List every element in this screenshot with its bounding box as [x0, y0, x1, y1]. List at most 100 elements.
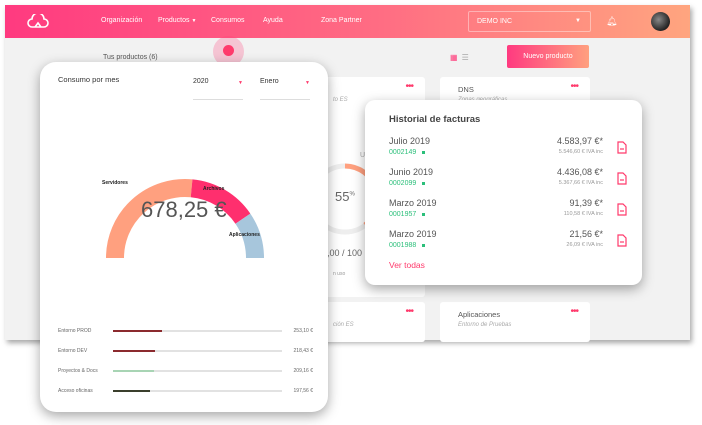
nav-organizacion[interactable]: Organización	[101, 17, 143, 24]
row-name: Acceso oficinas	[58, 388, 93, 394]
view-toggle: ▦ ☰	[450, 53, 469, 62]
gauge-label-servidores: Servidores	[102, 180, 128, 186]
gauge-segment	[235, 213, 264, 259]
progress-fill	[113, 370, 154, 372]
usage-label: U	[360, 152, 366, 159]
consumption-card: Consumo por mes 2020 ▼ Enero ▼ 678,25 € Se…	[40, 62, 328, 412]
consumption-row: Entorno DEV 218,43 €	[58, 348, 313, 358]
invoice-history-title: Historial de facturas	[389, 114, 481, 125]
gauge-segment	[106, 179, 193, 259]
usage-text: ,00 / 100	[327, 248, 363, 258]
organization-select[interactable]: DEMO INC ▼	[468, 11, 591, 32]
consumption-title: Consumo por mes	[58, 75, 120, 84]
invoice-amount: 4.436,08 €*	[556, 167, 603, 177]
new-product-button[interactable]: Nuevo producto	[507, 45, 589, 68]
caret-down-icon: ▼	[305, 80, 310, 86]
consumption-gauge	[106, 179, 264, 259]
year-value: 2020	[193, 78, 209, 85]
month-value: Enero	[260, 78, 279, 85]
in-use-label: n uso	[333, 271, 346, 277]
invoice-amount: 21,56 €*	[569, 229, 603, 239]
row-value: 218,43 €	[293, 348, 313, 354]
invoice-month: Marzo 2019	[389, 229, 437, 239]
consumption-row: Acceso oficinas 197,56 €	[58, 388, 313, 398]
row-name: Proyectos & Docs	[58, 368, 98, 374]
invoice-iva: 5.546,60 € IVA inc	[558, 149, 603, 155]
year-select[interactable]: 2020 ▼	[193, 78, 243, 100]
avatar[interactable]	[651, 12, 670, 31]
invoice-row[interactable]: Julio 2019 0002149 4.583,97 €* 5.546,60 € I…	[389, 136, 629, 164]
progress-fill	[113, 390, 151, 392]
progress-fill	[113, 350, 156, 352]
consumption-row: Entorno PROD 253,10 €	[58, 328, 313, 338]
product-subtitle: ción ES	[333, 322, 354, 328]
invoice-iva: 26,09 € IVA inc	[566, 242, 603, 248]
invoice-number[interactable]: 0002099	[389, 180, 425, 187]
invoice-number[interactable]: 0001988	[389, 242, 425, 249]
product-card-aplicaciones[interactable]: Aplicaciones Entorno de Pruebas •••	[440, 302, 590, 342]
document-icon[interactable]	[617, 141, 627, 154]
nav-zona-partner[interactable]: Zona Partner	[321, 17, 362, 24]
more-icon[interactable]: •••	[570, 81, 578, 92]
caret-down-icon: ▼	[575, 18, 581, 24]
row-value: 197,56 €	[293, 388, 313, 394]
progress-track	[113, 390, 282, 392]
percent-sign: %	[349, 191, 355, 198]
month-select[interactable]: Enero ▼	[260, 78, 310, 100]
product-card[interactable]: ción ES •••	[325, 302, 425, 342]
document-icon[interactable]	[617, 234, 627, 247]
nav-productos-label: Productos	[158, 17, 190, 24]
invoice-history-card: Historial de facturas Julio 2019 0002149 4…	[365, 100, 642, 285]
invoice-month: Julio 2019	[389, 136, 431, 146]
total-amount: 678,25 €	[141, 197, 227, 222]
invoice-amount: 4.583,97 €*	[556, 136, 603, 146]
nav-consumos[interactable]: Consumos	[211, 17, 245, 24]
click-indicator	[213, 36, 244, 67]
gauge-segment	[190, 179, 251, 225]
progress-track	[113, 370, 282, 372]
gauge-label-archivos: Archivos	[203, 186, 225, 192]
invoice-number[interactable]: 0001957	[389, 211, 425, 218]
product-subtitle: to ES	[333, 97, 348, 103]
progress-track	[113, 350, 282, 352]
invoice-row[interactable]: Marzo 2019 0001957 91,39 €* 110,58 € IVA in…	[389, 198, 629, 226]
row-name: Entorno PROD	[58, 328, 92, 334]
invoice-month: Junio 2019	[389, 167, 434, 177]
bell-icon[interactable]: 🔔︎	[606, 16, 618, 26]
more-icon[interactable]: •••	[405, 306, 413, 317]
invoice-iva: 5.367,66 € IVA inc	[558, 180, 603, 186]
product-subtitle: Entorno de Pruebas	[458, 322, 512, 328]
products-count-title: Tus productos (6)	[103, 54, 158, 61]
product-title: Aplicaciones	[458, 310, 501, 319]
grid-view-icon[interactable]: ▦	[450, 53, 458, 62]
caret-down-icon: ▼	[238, 80, 243, 86]
nav-ayuda[interactable]: Ayuda	[263, 17, 283, 24]
invoice-amount: 91,39 €*	[569, 198, 603, 208]
usage-percent: 55%	[335, 189, 355, 204]
invoice-month: Marzo 2019	[389, 198, 437, 208]
consumption-row: Proyectos & Docs 209,16 €	[58, 368, 313, 378]
view-all-link[interactable]: Ver todas	[389, 260, 425, 270]
percent-value: 55	[335, 189, 350, 204]
row-value: 209,16 €	[293, 368, 313, 374]
cloud-logo-icon[interactable]	[27, 14, 49, 29]
progress-track	[113, 330, 282, 332]
progress-fill	[113, 330, 162, 332]
row-value: 253,10 €	[293, 328, 313, 334]
document-icon[interactable]	[617, 203, 627, 216]
invoice-number[interactable]: 0002149	[389, 149, 425, 156]
invoice-row[interactable]: Junio 2019 0002099 4.436,08 €* 5.367,66 € I…	[389, 167, 629, 195]
nav-productos[interactable]: Productos ▼	[158, 17, 196, 24]
more-icon[interactable]: •••	[405, 81, 413, 92]
gauge-label-aplicaciones: Aplicaciones	[229, 232, 260, 238]
invoice-iva: 110,58 € IVA inc	[563, 211, 603, 217]
org-name: DEMO INC	[477, 18, 512, 25]
invoice-row[interactable]: Marzo 2019 0001988 21,56 €* 26,09 € IVA inc	[389, 229, 629, 257]
list-view-icon[interactable]: ☰	[461, 53, 469, 62]
document-icon[interactable]	[617, 172, 627, 185]
top-nav-bar: Organización Productos ▼ Consumos Ayuda …	[5, 5, 690, 38]
more-icon[interactable]: •••	[570, 306, 578, 317]
row-name: Entorno DEV	[58, 348, 88, 354]
caret-down-icon: ▼	[191, 18, 197, 24]
product-title: DNS	[458, 85, 474, 94]
